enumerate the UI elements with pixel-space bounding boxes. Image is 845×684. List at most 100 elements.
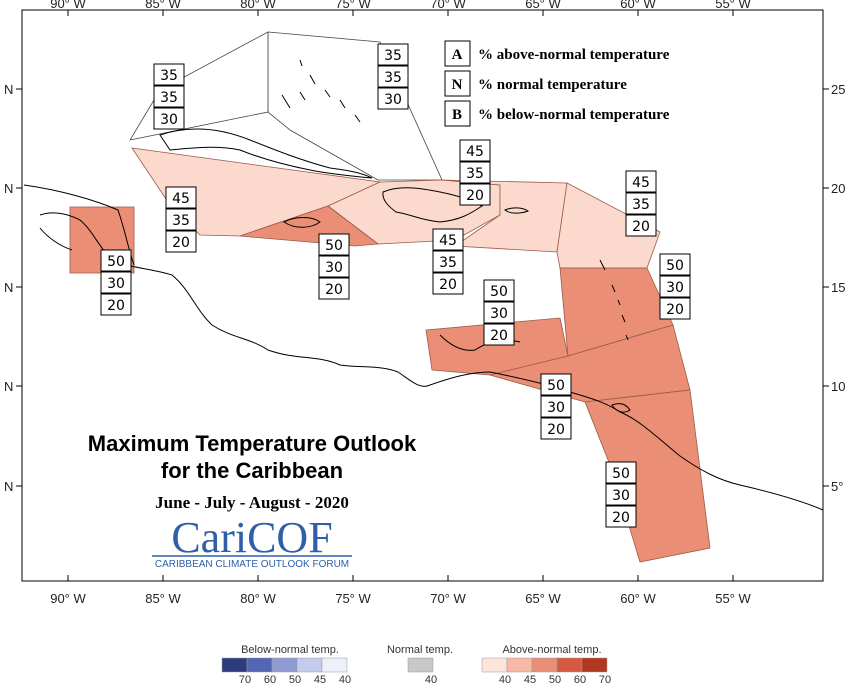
probability-normal: 30 xyxy=(547,400,565,416)
colorbar-below-label: 40 xyxy=(339,674,351,684)
probability-normal: 30 xyxy=(490,306,508,322)
x-tick-top: 75° W xyxy=(335,0,371,11)
region-probability-stack: 45 35 20 xyxy=(625,170,657,237)
probability-cell xyxy=(432,228,464,251)
probability-above: 45 xyxy=(632,175,650,191)
legend-key-box xyxy=(444,40,471,67)
probability-cell xyxy=(459,183,491,206)
probability-cell xyxy=(153,63,185,86)
colorbar-above-label: 40 xyxy=(499,674,511,684)
colorbar: Below-normal temp. Normal temp. Above-no… xyxy=(221,644,611,684)
probability-above: 50 xyxy=(666,258,684,274)
probability-normal: 30 xyxy=(325,260,343,276)
probability-above: 45 xyxy=(172,191,190,207)
probability-cell xyxy=(605,505,637,528)
x-tick-bottom: 70° W xyxy=(430,591,466,606)
probability-below: 20 xyxy=(466,188,484,204)
region-guianas xyxy=(584,389,711,563)
graticule-ticks xyxy=(16,10,829,581)
probability-cell xyxy=(659,253,691,276)
region-probability-stack: 50 30 20 xyxy=(483,279,515,346)
probability-below: 20 xyxy=(666,302,684,318)
y-tick-left: N xyxy=(4,181,13,196)
region-probability-stack: 35 35 30 xyxy=(153,63,185,130)
probability-cell xyxy=(100,293,132,316)
forecast-regions xyxy=(69,31,711,563)
x-tick-top: 65° W xyxy=(525,0,561,11)
probability-cell xyxy=(625,214,657,237)
probability-below: 20 xyxy=(547,422,565,438)
probability-cell xyxy=(318,277,350,300)
probability-cell xyxy=(659,275,691,298)
probability-normal: 35 xyxy=(439,255,457,271)
probability-normal: 30 xyxy=(666,280,684,296)
y-axis-labels-right: 25 20 15 10 5° xyxy=(831,82,845,494)
region-probability-stack: 50 30 20 xyxy=(318,233,350,300)
region-probability-stack: 50 30 20 xyxy=(605,461,637,528)
x-tick-top: 55° W xyxy=(715,0,751,11)
y-tick-left: N xyxy=(4,82,13,97)
probability-below: 20 xyxy=(107,298,125,314)
y-tick-right: 5° xyxy=(831,479,843,494)
y-tick-right: 25 xyxy=(831,82,845,97)
probability-cell xyxy=(165,186,197,209)
x-tick-top: 80° W xyxy=(240,0,276,11)
map-title: Maximum Temperature Outlook xyxy=(88,431,417,456)
probability-above: 35 xyxy=(160,68,178,84)
colorbar-below-label: 50 xyxy=(289,674,301,684)
x-axis-labels-bottom: 90° W 85° W 80° W 75° W 70° W 65° W 60° … xyxy=(50,591,751,606)
legend: A % above-normal temperature N % normal … xyxy=(444,40,670,127)
colorbar-below-swatch xyxy=(246,657,273,673)
probability-above: 50 xyxy=(325,238,343,254)
probability-normal: 35 xyxy=(160,90,178,106)
probability-cell xyxy=(377,43,409,66)
probability-boxes: 35 35 30 35 35 30 45 35 20 45 35 20 45 35 20 45 35 20 50 30… xyxy=(100,43,691,528)
x-tick-top: 85° W xyxy=(145,0,181,11)
season-label: June - July - August - 2020 xyxy=(155,493,349,512)
colorbar-normal-title: Normal temp. xyxy=(387,644,453,656)
colorbar-above-swatch xyxy=(531,657,558,673)
x-tick-bottom: 65° W xyxy=(525,591,561,606)
probability-cell xyxy=(659,297,691,320)
probability-below: 20 xyxy=(490,328,508,344)
y-tick-right: 10 xyxy=(831,379,845,394)
y-tick-right: 20 xyxy=(831,181,845,196)
probability-below: 20 xyxy=(632,219,650,235)
legend-key: A xyxy=(452,47,463,63)
colorbar-above-swatch xyxy=(581,657,608,673)
legend-text: % normal temperature xyxy=(478,77,627,93)
probability-cell xyxy=(100,271,132,294)
colorbar-below-swatch xyxy=(221,657,248,673)
probability-below: 30 xyxy=(160,112,178,128)
region-probability-stack: 50 30 20 xyxy=(540,373,572,440)
coastlines xyxy=(23,59,824,511)
probability-cell xyxy=(165,230,197,253)
colorbar-above-swatch xyxy=(556,657,583,673)
x-tick-bottom: 60° W xyxy=(620,591,656,606)
probability-below: 20 xyxy=(172,235,190,251)
probability-below: 20 xyxy=(325,282,343,298)
probability-normal: 35 xyxy=(632,197,650,213)
probability-cell xyxy=(432,250,464,273)
probability-cell xyxy=(318,255,350,278)
x-tick-bottom: 85° W xyxy=(145,591,181,606)
probability-cell xyxy=(153,85,185,108)
map-title-line2: for the Caribbean xyxy=(161,458,343,483)
colorbar-above-label: 60 xyxy=(574,674,586,684)
colorbar-normal-label: 40 xyxy=(425,674,437,684)
x-tick-bottom: 80° W xyxy=(240,591,276,606)
probability-cell xyxy=(605,483,637,506)
probability-above: 50 xyxy=(107,254,125,270)
y-tick-left: N xyxy=(4,280,13,295)
probability-above: 45 xyxy=(439,233,457,249)
y-tick-left: N xyxy=(4,379,13,394)
y-tick-right: 15 xyxy=(831,280,845,295)
colorbar-above-label: 70 xyxy=(599,674,611,684)
region-probability-stack: 50 30 20 xyxy=(659,253,691,320)
legend-key: N xyxy=(452,77,463,93)
probability-cell xyxy=(540,417,572,440)
probability-below: 30 xyxy=(384,92,402,108)
probability-cell xyxy=(483,301,515,324)
probability-cell xyxy=(625,170,657,193)
x-axis-labels-top: 90° W 85° W 80° W 75° W 70° W 65° W 60° … xyxy=(50,0,751,11)
